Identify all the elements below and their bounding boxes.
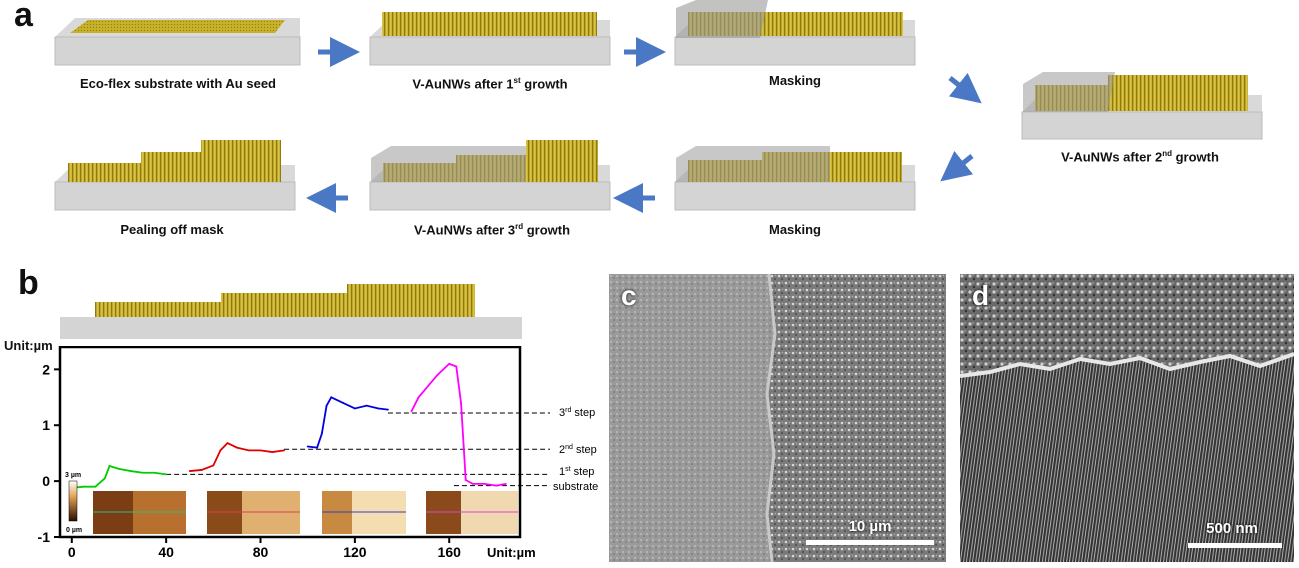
reference-lines	[166, 412, 550, 487]
profile-point	[325, 404, 328, 407]
step5-caption: Masking	[768, 222, 821, 237]
profile-point	[306, 445, 309, 448]
step6-diagram	[369, 140, 611, 211]
panel-b-letter: b	[18, 264, 39, 302]
scalebar-c	[806, 540, 934, 545]
annotation-2nd-step: 2nd step	[559, 444, 597, 456]
profile-point	[455, 365, 458, 368]
profile-point	[504, 483, 507, 485]
profile-point	[259, 449, 262, 452]
annotation-1st-step: 1st step	[559, 466, 594, 478]
profile-point	[165, 473, 168, 476]
profile-point	[118, 467, 120, 470]
profile-line	[410, 362, 507, 487]
y-tick-label: 1	[42, 417, 50, 433]
y-unit-label: Unit:µm	[4, 338, 53, 353]
x-tick-label: 40	[158, 544, 174, 560]
step1-diagram	[54, 18, 301, 66]
step7-diagram	[54, 140, 296, 211]
profile-point	[226, 442, 229, 445]
x-tick-label: 120	[343, 544, 367, 560]
profile-point	[417, 396, 420, 399]
x-unit-label: Unit:µm	[487, 545, 536, 560]
profile-point	[82, 485, 85, 488]
panel-d-letter: d	[972, 280, 990, 311]
profile-point	[353, 407, 356, 410]
profile-point	[153, 471, 156, 474]
profile-point	[316, 446, 319, 449]
step3-caption: Masking	[768, 73, 821, 88]
profile-point	[471, 483, 474, 485]
profile-line	[189, 442, 285, 472]
profile-point	[283, 449, 286, 452]
x-ticks: 0 40 80 120 160	[68, 537, 461, 560]
profile-point	[200, 469, 203, 471]
profile-point	[342, 401, 344, 404]
profile-point	[424, 388, 427, 390]
profile-point	[495, 484, 498, 487]
y-tick-label: 0	[42, 473, 50, 489]
profile-point	[141, 471, 144, 474]
panel-a-diagram	[54, 0, 1263, 213]
sem-image-c: c 10 µm	[609, 274, 946, 562]
profile-point	[108, 465, 111, 467]
profile-point	[386, 408, 389, 411]
profile-line	[307, 396, 389, 449]
step2-caption: V-AuNWs after 1st growth	[412, 76, 568, 92]
profile-point	[212, 464, 215, 467]
profile-point	[236, 446, 238, 449]
step5-diagram	[674, 146, 916, 211]
colorbar-bottom-label: 0 µm	[66, 527, 82, 534]
profile-line	[71, 464, 167, 489]
profile-point	[436, 374, 439, 376]
profile-series	[70, 362, 507, 489]
step3-diagram	[674, 0, 916, 66]
x-tick-label: 160	[438, 544, 462, 560]
annotation-substrate: substrate	[553, 481, 598, 493]
step7-caption: Pealing off mask	[120, 222, 224, 237]
x-tick-label: 80	[253, 544, 269, 560]
scalebar-d	[1188, 543, 1282, 548]
colorbar-top-label: 3 µm	[65, 472, 81, 479]
profile-point	[377, 407, 380, 410]
panel-b-staircase	[60, 284, 522, 339]
panel-c-letter: c	[621, 280, 637, 311]
step4-caption: V-AuNWs after 2nd growth	[1061, 149, 1219, 165]
afm-insets	[93, 491, 518, 534]
plot-frame	[58, 346, 522, 539]
step4-diagram	[1021, 72, 1263, 140]
profile-point	[320, 432, 323, 435]
profile-point	[330, 396, 333, 399]
y-tick-label: 2	[42, 361, 50, 377]
profile-point	[464, 479, 467, 481]
process-arrows	[306, 37, 982, 213]
profile-point	[94, 485, 97, 488]
colorbar	[68, 480, 78, 522]
arrow-3	[948, 72, 982, 104]
profile-point	[129, 470, 132, 472]
profile-point	[410, 410, 413, 413]
y-tick-label: -1	[38, 529, 51, 545]
profile-point	[271, 451, 274, 453]
profile-point	[460, 401, 462, 404]
panel-a-letter: a	[14, 0, 33, 34]
profile-point	[365, 404, 368, 407]
profile-point	[448, 362, 451, 365]
scale-label-d: 500 nm	[1206, 520, 1258, 537]
step2-diagram	[369, 12, 611, 66]
x-tick-label: 0	[68, 544, 76, 560]
arrow-4	[940, 150, 974, 182]
y-ticks: 2 1 0 -1	[38, 361, 60, 545]
profile-point	[247, 449, 250, 452]
profile-point	[219, 449, 222, 452]
sem-image-d: d 500 nm	[960, 274, 1294, 562]
height-profile-chart: 2 1 0 -1 0 40 80 120 160 3 µm 0 µm 3rd step 2nd…	[38, 346, 598, 560]
scale-label-c: 10 µm	[848, 518, 892, 535]
profile-point	[188, 470, 191, 472]
annotation-3rd-step: 3rd step	[559, 407, 595, 419]
step1-caption: Eco-flex substrate with Au seed	[79, 76, 276, 91]
profile-point	[483, 483, 486, 485]
step6-caption: V-AuNWs after 3rd growth	[413, 222, 571, 238]
profile-point	[103, 477, 106, 480]
